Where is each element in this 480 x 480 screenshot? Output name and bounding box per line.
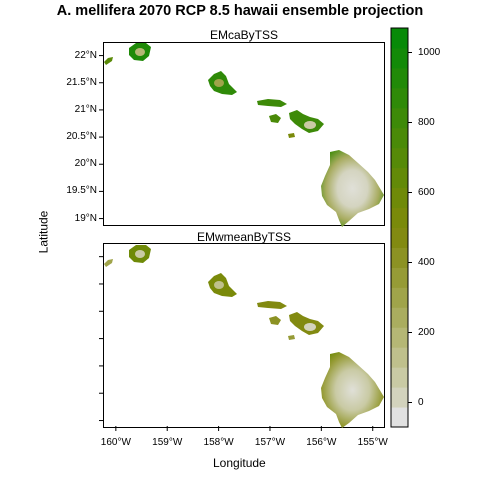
island-kahoolawe — [288, 133, 295, 138]
island-niihau — [104, 57, 113, 65]
x-axis-title: Longitude — [213, 456, 266, 470]
colorbar-tick-label: 600 — [418, 186, 435, 198]
colorbar-segment — [391, 267, 408, 288]
colorbar-segment — [391, 327, 408, 348]
x-tick-label: 158°W — [203, 437, 234, 448]
y-ticks-top — [99, 55, 103, 220]
panel-title-top: EMcaByTSS — [209, 28, 278, 42]
x-tick-label: 160°W — [100, 437, 131, 448]
colorbar — [391, 28, 408, 428]
x-tick-label: 156°W — [306, 437, 337, 448]
colorbar-segment — [391, 227, 408, 248]
colorbar-segment — [391, 167, 408, 189]
colorbar-tick-label: 1000 — [418, 46, 441, 58]
y-tick-label: 20°N — [74, 158, 97, 170]
colorbar-segment — [391, 347, 408, 368]
island-maui-b — [289, 312, 324, 335]
colorbar-segment — [391, 287, 408, 308]
island-hawaii-b — [321, 352, 384, 428]
island-lanai — [269, 114, 281, 123]
island-molokai-b — [257, 301, 287, 309]
colorbar-segment — [391, 367, 408, 388]
island-niihau-b — [104, 259, 113, 267]
y-tick-label: 21.5°N — [66, 76, 97, 88]
y-tick-label: 22°N — [74, 49, 97, 61]
colorbar-tick-label: 400 — [418, 256, 435, 268]
colorbar-frame — [390, 27, 409, 428]
y-tick-label: 19°N — [74, 212, 97, 224]
colorbar-segment — [391, 107, 408, 129]
island-maui — [289, 110, 324, 133]
y-axis-title: Latitude — [36, 210, 51, 254]
colorbar-tick-label: 800 — [418, 116, 435, 128]
x-ticks — [115, 426, 374, 431]
colorbar-segment — [391, 47, 408, 69]
colorbar-segment — [391, 87, 408, 109]
colorbar-ticks — [408, 52, 412, 403]
colorbar-segment — [391, 407, 408, 428]
islands-bottom — [104, 245, 384, 428]
y-tick-label: 21°N — [74, 103, 97, 115]
island-lanai-b — [269, 316, 281, 325]
colorbar-segment — [391, 67, 408, 89]
x-tick-label: 155°W — [357, 437, 388, 448]
colorbar-segment — [391, 387, 408, 408]
colorbar-tick-label: 200 — [418, 326, 435, 338]
chart-title: A. mellifera 2070 RCP 8.5 hawaii ensembl… — [56, 3, 424, 19]
island-hawaii — [321, 150, 384, 227]
colorbar-segment — [391, 207, 408, 228]
panel-title-bottom: EMwmeanByTSS — [196, 230, 292, 244]
colorbar-segment — [391, 28, 408, 49]
island-molokai — [257, 99, 287, 107]
islands-top — [104, 43, 384, 227]
y-tick-label: 20.5°N — [66, 131, 97, 143]
colorbar-segment — [391, 187, 408, 209]
island-kahoolawe-b — [288, 335, 295, 340]
colorbar-segment — [391, 307, 408, 328]
y-ticks-bottom — [99, 256, 103, 422]
colorbar-tick-label: 0 — [418, 396, 424, 408]
colorbar-segment — [391, 127, 408, 149]
colorbar-segment — [391, 247, 408, 268]
x-tick-label: 157°W — [254, 437, 286, 448]
colorbar-segment — [391, 147, 408, 169]
x-tick-label: 159°W — [152, 437, 183, 448]
y-tick-label: 19.5°N — [66, 185, 97, 197]
